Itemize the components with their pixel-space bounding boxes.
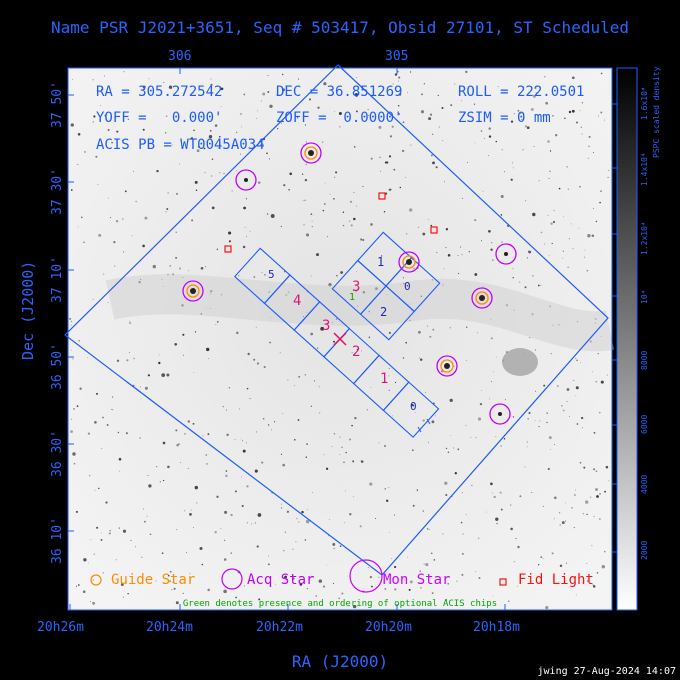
- colorbar-title: PSPC scaled density: [652, 66, 661, 158]
- legend-mon: Mon Star: [383, 572, 450, 588]
- legend: Guide Star Acq Star Mon Star Fid Light G…: [90, 559, 594, 609]
- info-acis-pb: ACIS PB = WT0045A034: [96, 137, 265, 153]
- legend-acq: Acq Star: [247, 572, 314, 588]
- x-tick: 20h22m: [256, 620, 303, 635]
- y-tick: 36 30': [50, 430, 65, 477]
- mon-star-legend-icon: [349, 559, 383, 593]
- x-tick: 20h26m: [37, 620, 84, 635]
- colorbar-tick: 6000: [640, 414, 649, 434]
- y-axis-title: Dec (J2000): [19, 260, 37, 360]
- acq-star: [235, 169, 257, 191]
- colorbar-tick: 1.2x10⁴: [640, 221, 649, 255]
- info-ra: RA = 305.272542: [96, 84, 222, 100]
- y-tick: 37 10': [50, 256, 65, 303]
- chip-label-s4: 4: [293, 293, 301, 309]
- legend-guide: Guide Star: [111, 572, 195, 588]
- fid-light: [224, 245, 232, 253]
- chip-label-s5: 5: [268, 268, 275, 281]
- diffuse-nebula: [502, 348, 538, 376]
- acis-s-array: [233, 247, 440, 438]
- acq-star: [471, 287, 493, 309]
- chip-label-i0: 0: [404, 280, 411, 293]
- fid-light: [378, 192, 386, 200]
- info-dec: DEC = 36.851269: [276, 84, 402, 100]
- info-zsim: ZSIM = 0 mm: [458, 110, 551, 126]
- acq-star: [436, 355, 458, 377]
- acis-i-array: [331, 231, 441, 341]
- chip-label-i3: 3: [352, 279, 360, 295]
- guide-star: [440, 359, 454, 373]
- colorbar-tick: 1.4x10⁴: [640, 152, 649, 186]
- y-tick: 36 10': [50, 517, 65, 564]
- aimpoint-marker: [333, 332, 347, 346]
- colorbar-tick: 1.6x10⁴: [640, 86, 649, 120]
- chip-s0: [382, 381, 440, 438]
- y-tick: 37 50': [50, 81, 65, 128]
- guide-star: [186, 284, 200, 298]
- acq-star-legend-icon: [221, 568, 243, 590]
- top-tick: 305: [385, 49, 409, 64]
- optional-chip-marker: 1: [349, 292, 355, 303]
- acq-star: [495, 243, 517, 265]
- acq-star: [300, 142, 322, 164]
- x-axis-title: RA (J2000): [291, 652, 389, 671]
- chip-label-s3: 3: [322, 318, 330, 334]
- chip-label-i1: 1: [377, 255, 384, 269]
- plot-frame: [67, 67, 613, 611]
- acq-star: [182, 280, 204, 302]
- fid-light-legend-icon: [499, 578, 507, 586]
- y-tick: 37 30': [50, 168, 65, 215]
- credit-stamp: jwing 27-Aug-2024 14:07: [537, 666, 676, 677]
- chip-label-s1: 1: [380, 371, 388, 387]
- colorbar-tick: 10⁴: [640, 289, 649, 304]
- acq-star: [489, 403, 511, 425]
- info-roll: ROLL = 222.0501: [458, 84, 584, 100]
- x-tick: 20h18m: [473, 620, 520, 635]
- info-yoff: YOFF = 0.000': [96, 110, 222, 126]
- legend-note: Green denotes presence and ordering of o…: [183, 599, 497, 609]
- y-tick: 36 50': [50, 343, 65, 390]
- chip-label-s2: 2: [352, 344, 360, 360]
- acq-star: [398, 251, 420, 273]
- chip-label-s0: 0: [410, 400, 417, 413]
- colorbar-tick: 4000: [640, 474, 649, 494]
- plot-title: Name PSR J2021+3651, Seq # 503417, Obsid…: [51, 18, 629, 37]
- guide-star: [304, 146, 318, 160]
- guide-star: [475, 291, 489, 305]
- colorbar: [616, 67, 638, 611]
- x-tick: 20h24m: [146, 620, 193, 635]
- x-tick: 20h20m: [365, 620, 412, 635]
- chip-i2: [359, 285, 416, 341]
- guide-star-legend-icon: [90, 574, 102, 586]
- fid-light: [430, 226, 438, 234]
- chip-label-i2: 2: [380, 305, 387, 319]
- guide-star: [402, 255, 416, 269]
- top-tick: 306: [168, 49, 192, 64]
- info-zoff: ZOFF = 0.0000': [276, 110, 402, 126]
- colorbar-tick: 8000: [640, 350, 649, 370]
- legend-fid: Fid Light: [518, 572, 594, 588]
- colorbar-tick: 2000: [640, 540, 649, 560]
